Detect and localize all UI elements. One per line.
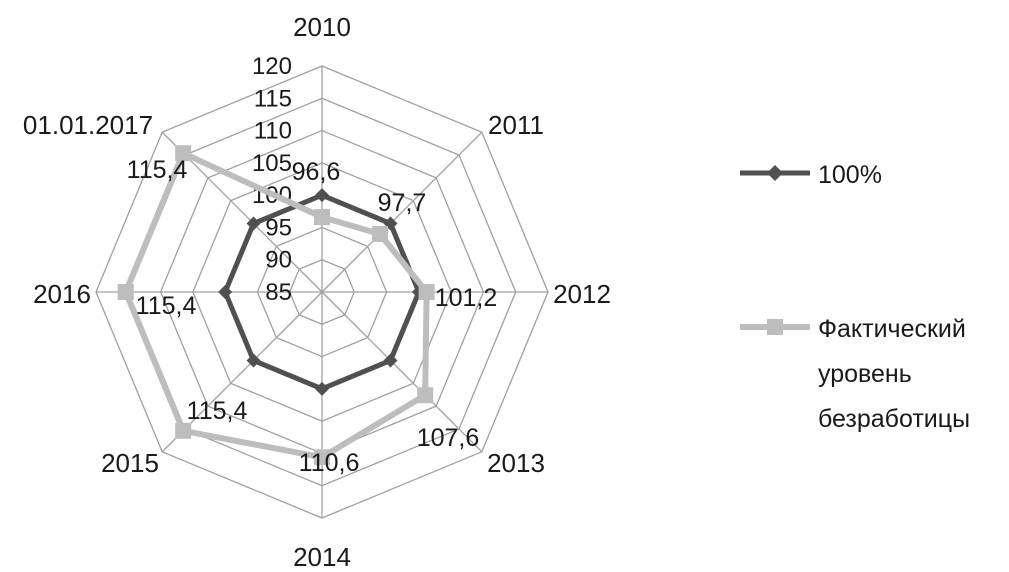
series-marker (175, 145, 192, 162)
category-label: 01.01.2017 (23, 110, 153, 140)
grid-spoke (321, 291, 483, 453)
legend-label: уровень (818, 360, 912, 388)
data-label: 97,7 (378, 189, 427, 217)
series-layer (117, 145, 435, 466)
legend-swatch-marker (767, 165, 783, 181)
tick-label: 120 (252, 53, 292, 80)
tick-label: 110 (254, 118, 292, 145)
series-marker (314, 209, 330, 226)
series-marker (246, 216, 261, 231)
series-marker (315, 188, 329, 203)
tick-label: 85 (265, 279, 292, 306)
legend: 100% Фактический уровень безработицы (740, 161, 970, 433)
category-label: 2012 (553, 279, 611, 309)
series-marker (117, 284, 134, 300)
data-label: 101,2 (435, 284, 498, 312)
tick-label: 105 (252, 150, 292, 177)
legend-label: 100% (818, 161, 882, 189)
data-label: 115,4 (136, 292, 197, 320)
grid-spoke (321, 131, 483, 293)
category-labels: 2010 2011 2012 2013 2014 2015 2016 01.01.2017 (23, 12, 611, 572)
series-marker (175, 422, 192, 439)
category-label: 2013 (487, 448, 545, 478)
series-marker (218, 285, 233, 299)
data-label: 115,4 (127, 156, 188, 184)
data-label: 107,6 (417, 424, 480, 452)
series-marker (417, 387, 434, 404)
data-labels: 96,6 97,7 101,2 107,6 110,6 115,4 115,4 115,4 (127, 156, 498, 477)
series-marker (314, 449, 330, 466)
legend-label: безработицы (818, 405, 970, 433)
tick-label: 90 (265, 247, 292, 274)
data-label: 110,6 (299, 449, 360, 477)
series-marker (383, 353, 398, 368)
data-label: 96,6 (292, 158, 341, 186)
category-label: 2010 (293, 12, 351, 42)
category-label: 2011 (488, 110, 544, 140)
category-label: 2016 (33, 279, 91, 309)
series-marker (315, 381, 329, 396)
category-label: 2014 (293, 542, 351, 572)
legend-swatch-marker (767, 319, 783, 335)
data-label: 115,4 (187, 397, 248, 425)
tick-label: 115 (254, 85, 292, 112)
series-marker (371, 226, 388, 243)
series-marker (246, 353, 261, 368)
category-label: 2015 (101, 448, 159, 478)
legend-label: Фактический (818, 315, 966, 343)
series-marker (418, 284, 435, 300)
